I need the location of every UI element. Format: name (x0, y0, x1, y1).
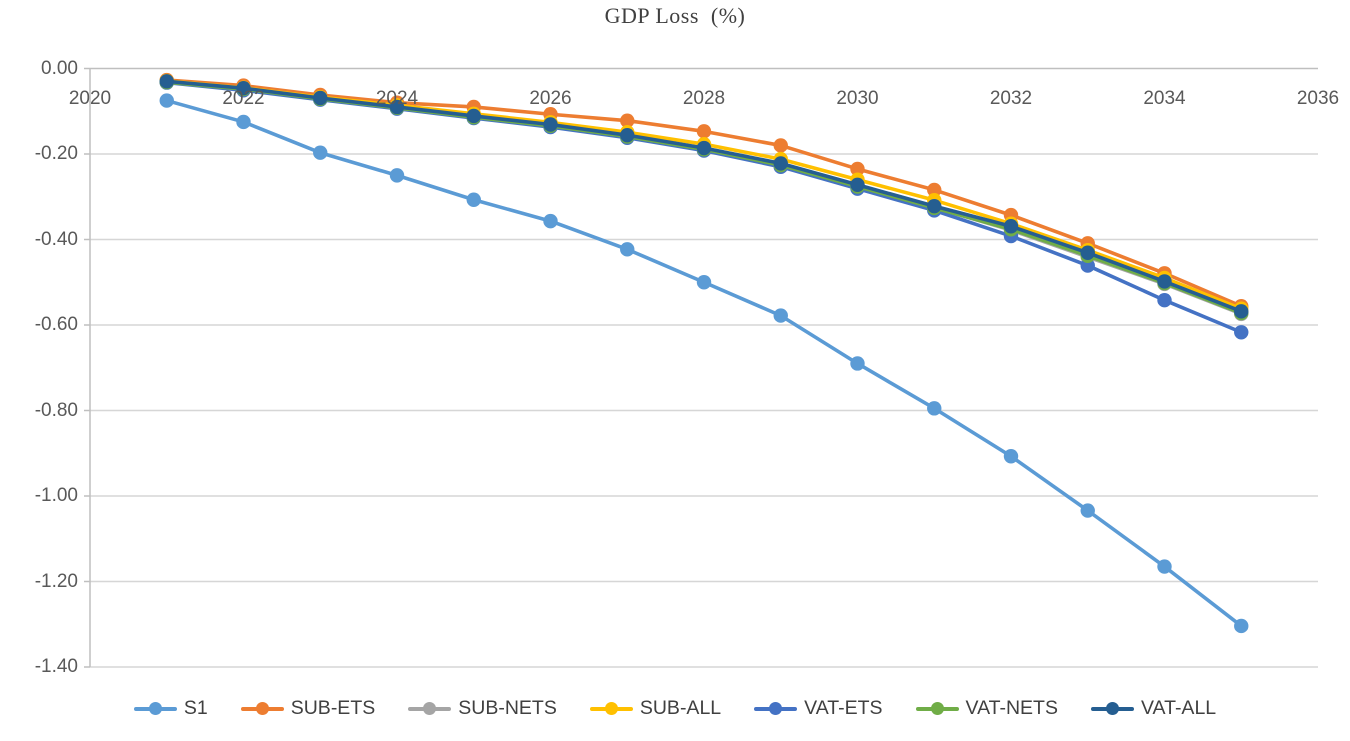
data-point-s1-2025 (466, 192, 481, 207)
legend-item-vat-nets: VAT-NETS (915, 697, 1058, 720)
data-point-vat-all-2023 (313, 90, 328, 106)
legend-dot-icon (604, 702, 618, 715)
data-point-s1-2033 (1080, 503, 1095, 518)
data-point-s1-2022 (236, 114, 251, 130)
data-point-s1-2031 (927, 401, 942, 416)
legend: S1 SUB-ETS SUB-NETS SUB-ALL VAT-ETS VAT-NETS V… (0, 697, 1350, 720)
data-point-vat-all-2028 (696, 140, 712, 156)
data-point-sub-ets-2030 (850, 161, 865, 177)
data-point-vat-ets-2035 (1234, 325, 1249, 340)
legend-dot-icon (769, 702, 783, 715)
legend-marker-icon (240, 701, 284, 716)
data-point-vat-all-2032 (1003, 219, 1019, 234)
data-point-vat-all-2024 (389, 99, 405, 115)
data-point-vat-ets-2034 (1157, 293, 1172, 308)
series-line-sub-all (164, 79, 1244, 311)
legend-dot-icon (930, 702, 944, 715)
chart-title: GDP Loss (%) (604, 3, 746, 28)
legend-label: VAT-ALL (1140, 697, 1217, 719)
data-point-s1-2027 (620, 242, 635, 257)
legend-item-s1: S1 (133, 697, 208, 720)
data-point-s1-2034 (1157, 559, 1172, 574)
legend-label: SUB-NETS (458, 697, 557, 719)
legend-marker-icon (133, 701, 177, 716)
data-point-vat-all-2031 (927, 198, 942, 214)
legend-item-vat-ets: VAT-ETS (754, 697, 883, 720)
legend-dot-icon (255, 702, 269, 715)
legend-dot-icon (148, 702, 162, 715)
data-point-sub-ets-2028 (696, 124, 712, 139)
legend-marker-icon (1090, 701, 1134, 716)
series-line-s1 (164, 98, 1244, 628)
legend-item-sub-all: SUB-ALL (589, 697, 722, 720)
data-point-vat-all-2035 (1234, 304, 1249, 319)
data-point-vat-all-2030 (850, 177, 865, 192)
legend-marker-icon (754, 701, 798, 716)
legend-dot-icon (1105, 702, 1119, 715)
series-line-sub-ets (164, 78, 1244, 308)
data-point-vat-all-2034 (1157, 274, 1172, 289)
data-point-s1-2023 (313, 145, 328, 160)
data-point-s1-2028 (696, 275, 712, 290)
legend-item-sub-nets: SUB-NETS (408, 697, 557, 720)
data-point-vat-all-2027 (620, 127, 635, 143)
data-point-s1-2032 (1003, 449, 1019, 464)
legend-marker-icon (408, 701, 452, 716)
legend-label: VAT-ETS (804, 697, 883, 719)
data-point-sub-ets-2029 (773, 138, 788, 153)
legend-label: SUB-ALL (639, 697, 722, 719)
data-point-sub-ets-2031 (927, 182, 942, 198)
data-point-s1-2021 (159, 93, 174, 108)
legend-label: S1 (183, 697, 208, 719)
legend-label: VAT-NETS (965, 697, 1058, 719)
data-point-vat-all-2025 (466, 108, 481, 124)
data-point-vat-all-2033 (1080, 245, 1095, 260)
legend-label: SUB-ETS (290, 697, 376, 719)
data-point-sub-ets-2027 (620, 113, 635, 128)
legend-item-sub-ets: SUB-ETS (240, 697, 376, 720)
data-point-vat-all-2021 (159, 74, 174, 89)
data-point-s1-2029 (773, 308, 788, 323)
data-point-vat-all-2022 (236, 80, 251, 96)
data-point-vat-all-2026 (543, 117, 558, 132)
data-point-vat-all-2029 (773, 156, 788, 171)
series-line-vat-ets (164, 80, 1244, 335)
data-point-s1-2024 (389, 168, 405, 183)
data-point-s1-2026 (543, 213, 558, 229)
legend-marker-icon (589, 701, 633, 716)
legend-item-vat-all: VAT-ALL (1090, 697, 1217, 720)
data-point-s1-2030 (850, 356, 865, 371)
legend-dot-icon (423, 702, 437, 715)
data-point-s1-2035 (1234, 618, 1249, 634)
legend-marker-icon (915, 701, 959, 716)
